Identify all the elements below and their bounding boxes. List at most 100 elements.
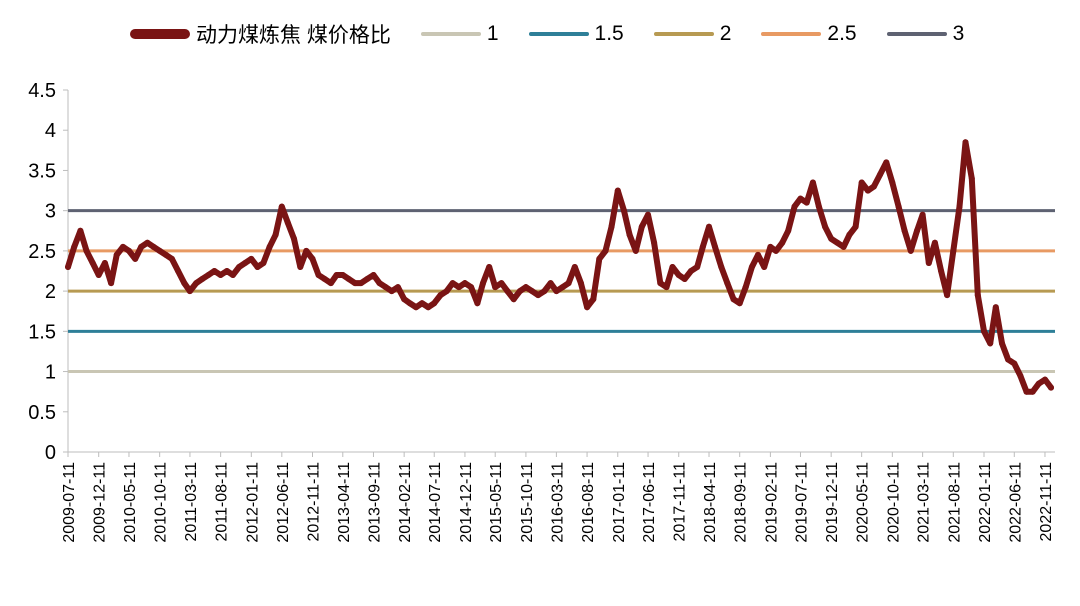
legend: 动力煤炼焦 煤价格比 1 1.5 2 2.5 3 [0,14,1080,54]
legend-swatch-1-5 [528,32,589,36]
y-tick-label: 0 [45,442,56,464]
data-point [132,255,139,262]
data-point [895,203,902,210]
data-point [968,175,975,182]
data-point [724,280,731,287]
data-point [199,276,206,282]
data-point [748,264,755,270]
data-point [901,227,908,234]
data-point [504,288,511,295]
data-point [736,300,743,307]
y-tick-label: 1.5 [28,321,56,343]
x-tick-label: 2019-07-11 [793,462,810,543]
x-tick-label: 2017-11-11 [672,462,689,542]
data-point [401,296,408,303]
data-point [815,203,822,210]
data-point [339,272,346,278]
data-point [1017,372,1024,379]
data-point [541,288,548,295]
data-point [217,272,224,278]
data-point [864,187,871,194]
data-point [590,296,597,303]
data-point [236,264,243,270]
data-point [486,264,493,270]
data-point [681,276,688,282]
x-tick-label: 2016-03-11 [549,462,566,543]
legend-label-coal-ratio: 动力煤炼焦 煤价格比 [196,24,391,47]
data-point [461,280,468,287]
legend-label-2-5: 2.5 [827,22,857,45]
x-tick-label: 2010-10-11 [153,462,170,543]
x-tick-label: 2011-03-11 [183,462,200,542]
legend-swatch-coal-ratio [130,29,190,39]
data-point [254,264,261,270]
data-point [272,231,279,238]
data-point [413,304,419,311]
data-point [571,264,578,270]
data-point [223,268,230,274]
data-point [657,280,664,287]
data-point [718,264,725,270]
data-point [321,276,328,282]
data-point [303,247,310,254]
x-tick-label: 2019-12-11 [824,462,841,543]
data-point [931,239,938,246]
data-point [71,243,78,250]
data-point [883,159,890,166]
x-tick-label: 2022-11-11 [1038,462,1055,542]
data-point [803,199,810,206]
data-point [577,280,584,287]
legend-item-3: 3 [886,22,964,46]
data-point [797,195,804,202]
data-point [688,268,694,274]
legend-item-2-5: 2.5 [761,22,857,46]
x-axis: 2009-07-11 2009-12-11 2010-05-11 2010-10-11… [61,451,1055,543]
data-point [785,227,792,234]
x-tick-label: 2018-04-11 [702,462,719,543]
legend-item-1: 1 [420,22,499,46]
data-point [950,247,957,254]
data-point [846,231,853,238]
data-point [370,272,377,278]
x-tick-label: 2019-02-11 [763,462,780,543]
data-point [877,171,884,178]
data-point [229,272,236,278]
legend-swatch-2-5 [761,32,822,36]
data-point [870,183,877,190]
data-point [498,280,505,287]
data-point [596,255,603,262]
data-point [938,268,945,274]
data-point [77,227,84,234]
y-tick-label: 2.5 [28,241,56,263]
data-point [510,296,517,303]
data-point [352,280,358,287]
data-point [529,288,536,295]
x-tick-label: 2017-01-11 [611,462,628,543]
y-axis: 0 0.5 1 1.5 2 2.5 3 3.5 4 4.5 [28,80,69,464]
x-tick-label: 2018-09-11 [733,462,750,543]
data-point [193,280,200,287]
y-tick-label: 1 [45,362,56,384]
data-point [150,243,157,250]
data-point [987,340,994,347]
data-point [492,284,499,291]
data-point [773,247,779,254]
y-tick-label: 3.5 [28,160,56,182]
x-tick-label: 2022-01-11 [977,462,994,543]
data-point [822,223,829,230]
data-point [889,179,896,186]
data-point [779,239,786,246]
data-point [1005,356,1012,363]
data-point [138,243,145,250]
data-point [919,211,926,218]
x-tick-label: 2020-10-11 [885,462,902,543]
data-point [468,284,475,291]
data-point [364,276,371,282]
data-point [553,288,560,295]
data-point [626,231,633,238]
data-point [559,284,566,291]
data-point [437,292,444,299]
data-point [925,260,932,266]
x-tick-label: 2009-07-11 [61,462,78,543]
